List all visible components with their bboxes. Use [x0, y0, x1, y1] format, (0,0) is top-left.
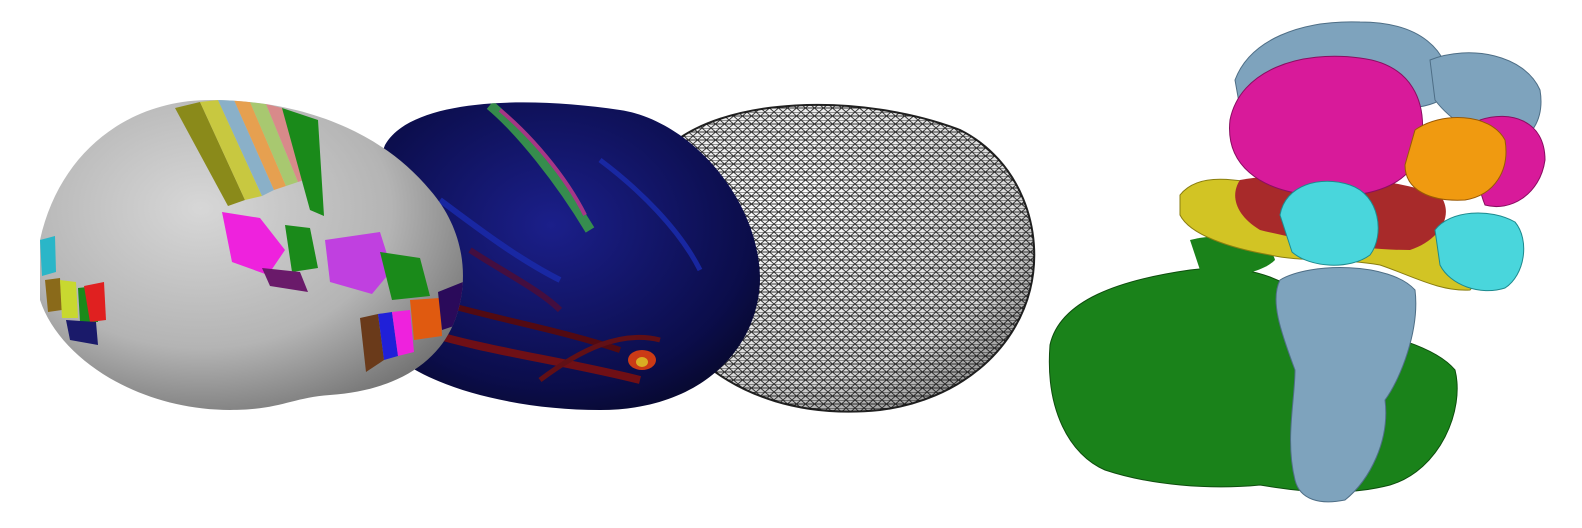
curvature-surface-panel: [380, 102, 760, 410]
parcellated-surface-panel: [40, 100, 463, 410]
subcortical-structures-panel: [1048, 21, 1546, 503]
